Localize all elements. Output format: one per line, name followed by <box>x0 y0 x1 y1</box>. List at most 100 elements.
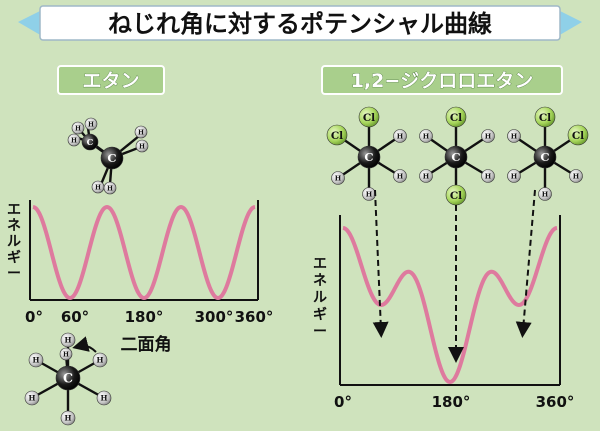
hydrogen-atom <box>60 410 76 426</box>
hydrogen-atom <box>393 169 407 183</box>
ethane-x-axis-label: 二面角 <box>121 334 172 355</box>
dichloroethane-label: 1,2−ジクロロエタン <box>321 65 563 95</box>
ethane-x-tick-0: 0° <box>25 308 43 326</box>
hydrogen-atom <box>419 169 433 183</box>
hydrogen-atom <box>507 169 521 183</box>
carbon-atom <box>100 146 124 170</box>
hydrogen-atom <box>538 187 552 201</box>
carbon-atom-label: C <box>87 137 94 147</box>
chlorine-atom-label: Cl <box>450 190 462 202</box>
dichloroethane-chart: エネルギー 0° 180° 360° <box>313 189 575 411</box>
carbon-atom-label: C <box>540 150 549 164</box>
ethane-y-axis-label: エネルギー <box>7 202 21 282</box>
hydrogen-atom <box>481 169 495 183</box>
hydrogen-atom-label: H <box>101 394 108 403</box>
hydrogen-atom-label: H <box>75 125 81 132</box>
hydrogen-atom-label: H <box>138 129 144 136</box>
hydrogen-atom-label: H <box>71 137 77 144</box>
carbon-atom <box>533 145 557 169</box>
banner-right-accent <box>558 10 582 36</box>
hydrogen-atom <box>84 117 98 131</box>
ethane-label-text: エタン <box>82 70 139 92</box>
carbon-atom <box>55 365 81 391</box>
dce-x-tick-180: 180° <box>432 393 471 411</box>
dichloroethane-molecule-1: Cl Cl H H H H C <box>326 106 407 201</box>
dce-arrow-1 <box>372 189 389 338</box>
hydrogen-atom-label: H <box>65 414 72 423</box>
dce-energy-curve <box>342 226 558 385</box>
hydrogen-atom-label: H <box>485 132 492 140</box>
hydrogen-atom <box>67 133 81 147</box>
banner-left-accent <box>18 10 42 36</box>
hydrogen-atom <box>71 121 85 135</box>
hydrogen-atom <box>92 352 108 368</box>
carbon-atom-label: C <box>451 150 460 164</box>
carbon-atom-label: C <box>364 150 373 164</box>
carbon-atom-label: C <box>63 371 73 386</box>
hydrogen-atom <box>134 125 148 139</box>
hydrogen-atom <box>96 390 112 406</box>
carbon-atom <box>357 145 381 169</box>
chlorine-atom-label: Cl <box>539 112 551 124</box>
hydrogen-atom-label: H <box>366 190 373 198</box>
hydrogen-atom-label: H <box>139 143 145 150</box>
hydrogen-atom-label: H <box>29 394 36 403</box>
ethane-energy-curve <box>32 204 256 301</box>
hydrogen-atom <box>28 352 44 368</box>
dce-x-tick-0: 0° <box>334 393 352 411</box>
dce-arrow-3 <box>515 189 536 338</box>
dce-y-axis-label: エネルギー <box>313 256 327 340</box>
dichloroethane-molecule-3: Cl Cl H H H H C <box>507 106 589 201</box>
hydrogen-atom <box>331 171 345 185</box>
chlorine-atom <box>445 106 467 128</box>
hydrogen-atom <box>135 139 149 153</box>
hydrogen-atom-label: H <box>423 132 430 140</box>
title-banner: ねじれ角に対するポテンシャル曲線 <box>18 5 582 41</box>
chlorine-atom-label: Cl <box>331 130 343 142</box>
hydrogen-atom-label: H <box>573 172 580 180</box>
hydrogen-atom-label: H <box>335 174 342 182</box>
rotation-arrow <box>72 336 97 353</box>
chlorine-atom-label: Cl <box>363 112 375 124</box>
hydrogen-atom <box>507 129 521 143</box>
banner-box <box>39 5 561 41</box>
chlorine-atom-label: Cl <box>572 130 584 142</box>
hydrogen-atom <box>393 129 407 143</box>
chlorine-atom <box>358 106 380 128</box>
carbon-atom <box>444 145 468 169</box>
hydrogen-atom-label: H <box>511 132 518 140</box>
hydrogen-atom-label: H <box>511 172 518 180</box>
ethane-x-tick-360: 360° <box>235 308 274 326</box>
hydrogen-atom-label: H <box>33 356 40 365</box>
hydrogen-atom-label: H <box>423 172 430 180</box>
hydrogen-atom <box>103 181 117 195</box>
hydrogen-atom-label: H <box>107 185 113 192</box>
ethane-x-tick-300: 300° <box>195 308 234 326</box>
chlorine-atom <box>567 124 589 146</box>
hydrogen-atom-label: H <box>397 132 404 140</box>
dce-x-tick-360: 360° <box>536 393 575 411</box>
dichloroethane-label-text: 1,2−ジクロロエタン <box>351 70 534 92</box>
ethane-label: エタン <box>57 65 165 95</box>
hydrogen-atom-label: H <box>397 172 404 180</box>
hydrogen-atom <box>24 390 40 406</box>
hydrogen-atom-label: H <box>485 172 492 180</box>
carbon-atom <box>81 133 99 151</box>
page-title: ねじれ角に対するポテンシャル曲線 <box>108 10 492 38</box>
hydrogen-atom-label: H <box>88 121 94 128</box>
ethane-x-tick-60: 60° <box>61 308 89 326</box>
hydrogen-atom <box>419 129 433 143</box>
chlorine-atom <box>534 106 556 128</box>
dichloroethane-molecule-2: Cl Cl H H H H C <box>419 106 495 206</box>
ethane-chart: エネルギー 0° 60° 180° 300° 360° 二面角 <box>7 200 273 355</box>
hydrogen-atom-label: H <box>542 190 549 198</box>
hydrogen-atom-label: H <box>95 184 101 191</box>
chlorine-atom <box>326 124 348 146</box>
hydrogen-atom-label: H <box>65 336 72 345</box>
hydrogen-atom-label: H <box>63 351 69 358</box>
hydrogen-atom <box>481 129 495 143</box>
carbon-atom-label: C <box>107 151 116 165</box>
